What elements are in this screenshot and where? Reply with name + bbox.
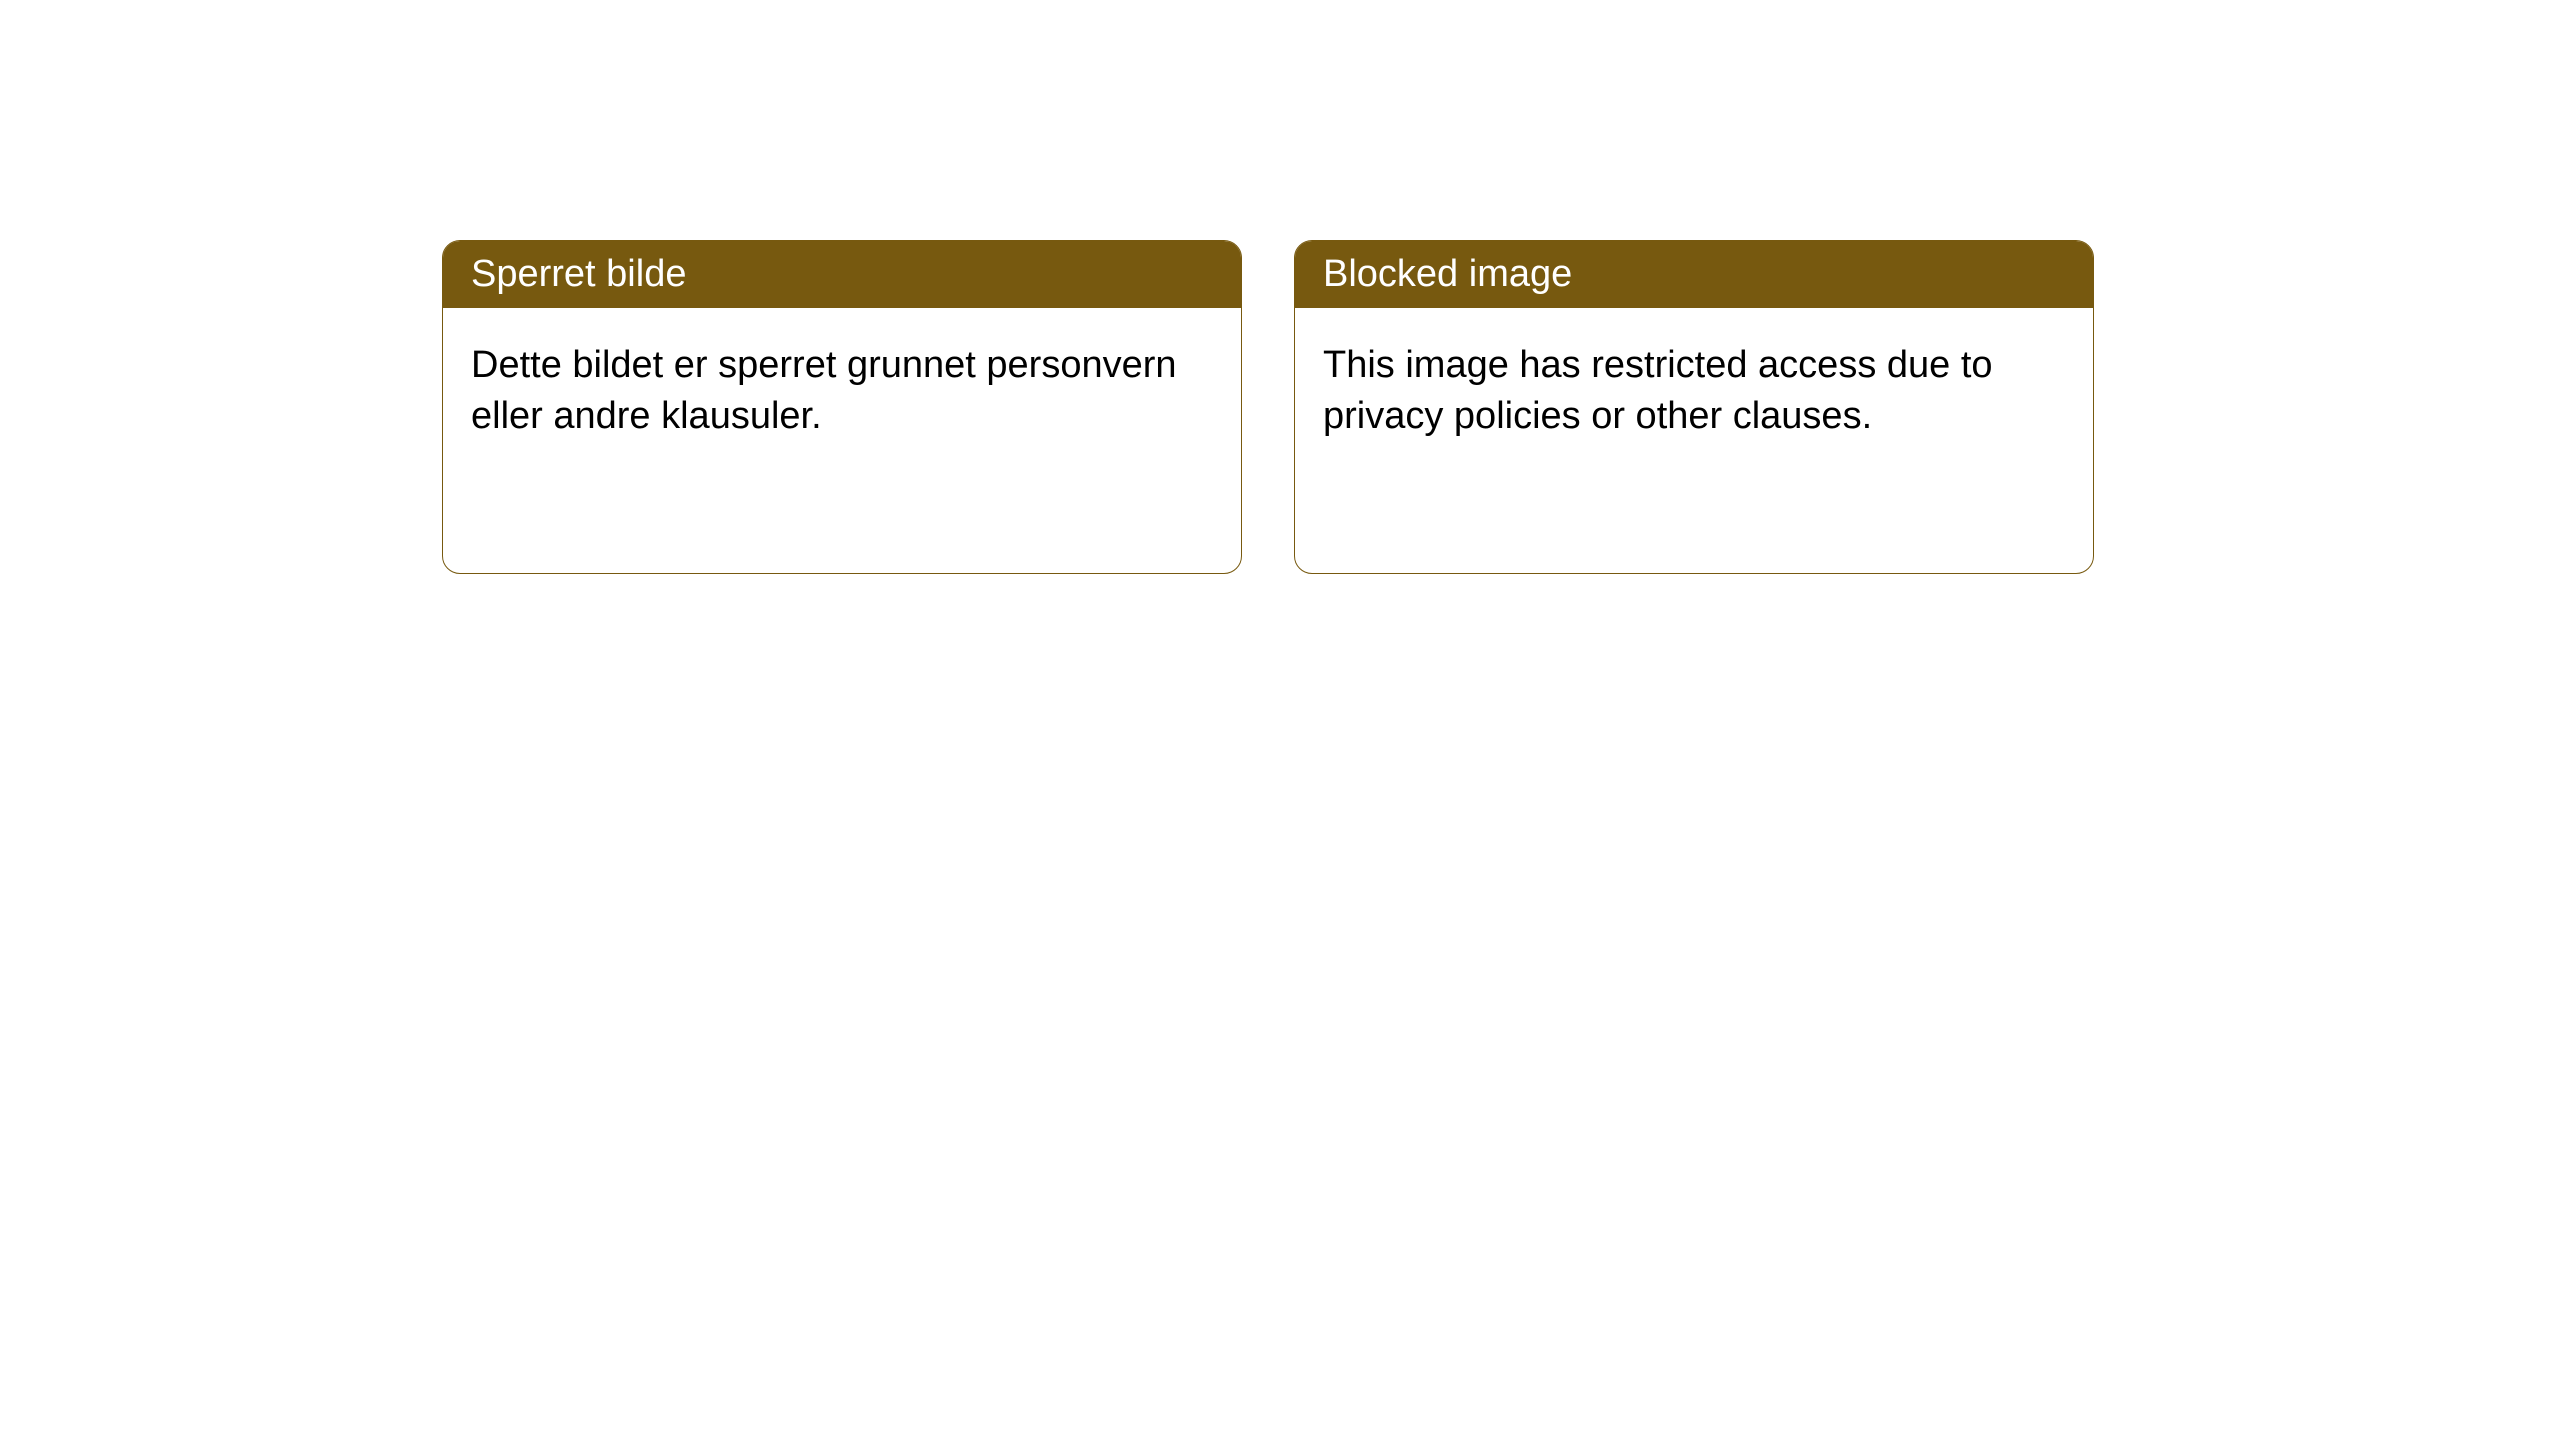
notice-title: Sperret bilde (443, 241, 1241, 308)
notice-body-text: Dette bildet er sperret grunnet personve… (443, 308, 1241, 475)
notice-card-norwegian: Sperret bilde Dette bildet er sperret gr… (442, 240, 1242, 574)
notice-card-english: Blocked image This image has restricted … (1294, 240, 2094, 574)
notice-title: Blocked image (1295, 241, 2093, 308)
notice-container: Sperret bilde Dette bildet er sperret gr… (0, 0, 2560, 574)
notice-body-text: This image has restricted access due to … (1295, 308, 2093, 475)
